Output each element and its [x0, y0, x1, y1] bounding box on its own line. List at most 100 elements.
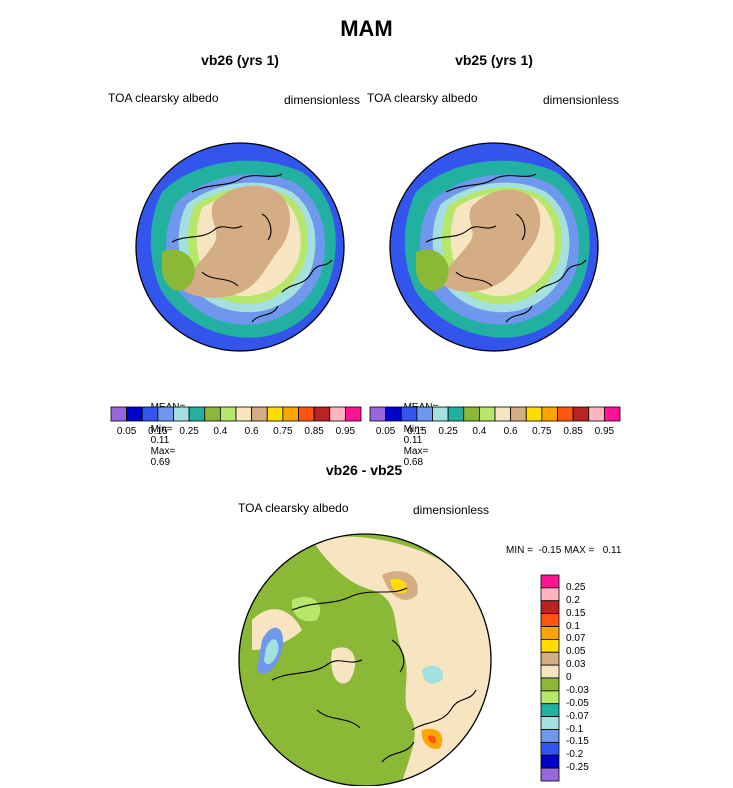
panel-1-title: vb26 (yrs 1) — [201, 52, 279, 68]
colorbar-swatch — [541, 406, 558, 422]
colorbar-swatch — [282, 406, 299, 422]
diff-polar-map — [238, 533, 492, 786]
colorbar-tick-label: 0.15 — [566, 607, 586, 619]
map-border — [389, 142, 599, 352]
coastlines — [171, 173, 333, 323]
max-label: Max= — [403, 446, 429, 457]
panel-2-field-label: TOA clearsky albedo — [367, 91, 478, 105]
colorbar-swatch — [219, 406, 237, 422]
diff-colorbar — [540, 574, 560, 782]
colorbar-swatch — [540, 626, 560, 640]
colorbar-swatch — [369, 406, 387, 422]
colorbar-swatch — [525, 406, 543, 422]
colorbar-tick-label: -0.05 — [566, 697, 589, 709]
colorbar-tick-label: 0.25 — [566, 581, 586, 593]
colorbar-tick-label: -0.07 — [566, 710, 589, 722]
colorbar-swatch — [400, 406, 418, 422]
colorbar-swatch — [126, 406, 143, 422]
colorbar-tick-label: -0.25 — [566, 762, 589, 774]
diff-minmax: MIN = -0.15 MAX = 0.11 — [506, 545, 622, 556]
colorbar-tick-label: 0.75 — [532, 426, 552, 437]
colorbar-swatch — [572, 406, 590, 422]
colorbar-swatch — [494, 406, 512, 422]
panel-1-field-label: TOA clearsky albedo — [108, 91, 219, 105]
colorbar-tick-label: -0.03 — [566, 684, 589, 696]
max-value: 0.69 — [150, 457, 171, 468]
colorbar-swatch — [141, 406, 159, 422]
diff-panel-units: dimensionless — [413, 503, 490, 517]
colorbar-swatch — [188, 406, 206, 422]
max-label: Max= — [150, 446, 176, 457]
colorbar-tick-label: -0.1 — [566, 723, 584, 735]
panel-2-colorbar-ticks: 0.05 0.15 0.25 0.4 0.6 0.75 0.85 0.95 — [369, 426, 621, 440]
colorbar-swatch — [540, 638, 560, 653]
colorbar-tick-label: -0.2 — [566, 749, 584, 761]
colorbar-swatch — [540, 600, 560, 615]
colorbar-swatch — [385, 406, 402, 422]
colorbar-tick-label: 0.07 — [566, 633, 586, 645]
min-label: Min= — [150, 424, 173, 435]
colorbar-swatch — [251, 406, 268, 422]
panel-2-polar-map — [389, 142, 599, 352]
colorbar-tick-label: 0.2 — [566, 594, 580, 606]
colorbar-swatch — [540, 664, 560, 679]
colorbar-tick-label: 0.4 — [213, 426, 228, 437]
panel-1-colorbar-ticks: 0.05 0.15 0.25 0.4 0.6 0.75 0.85 0.95 — [110, 426, 362, 440]
min-value: 0.11 — [150, 435, 170, 446]
panel-2-units: dimensionless — [543, 93, 620, 107]
colorbar-tick-label: 0.03 — [566, 659, 586, 671]
colorbar-swatch — [463, 406, 480, 422]
colorbar-swatch — [329, 406, 346, 422]
colorbar-tick-label: 0.6 — [244, 426, 259, 437]
diff-colorbar-ticks: 0.25 0.2 0.15 0.1 0.07 0.05 0.03 0 -0.03 -0.05 -0.… — [566, 574, 606, 782]
colorbar-tick-label: 0.15 — [407, 426, 427, 437]
colorbar-tick-label: 0.95 — [335, 426, 356, 437]
colorbar-tick-label: 0.85 — [304, 426, 324, 437]
colorbar-swatch — [540, 690, 560, 705]
colorbar-swatch — [540, 651, 560, 666]
colorbar-swatch — [313, 406, 331, 422]
colorbar-swatch — [540, 574, 560, 589]
colorbar-swatch — [540, 703, 560, 718]
colorbar-swatch — [540, 716, 560, 730]
colorbar-tick-label: 0.95 — [594, 426, 615, 437]
map-border — [135, 142, 345, 352]
colorbar-swatch — [344, 406, 362, 422]
colorbar-tick-label: 0.05 — [375, 426, 396, 437]
colorbar-tick-label: 0.15 — [148, 426, 168, 437]
panel-1-polar-map — [135, 142, 345, 352]
colorbar-tick-label: 0.25 — [438, 426, 458, 437]
colorbar-swatch — [173, 406, 190, 422]
coastlines — [271, 587, 477, 763]
colorbar-tick-label: 0.25 — [179, 426, 199, 437]
panel-2-colorbar — [369, 406, 621, 422]
map-border — [238, 533, 492, 786]
colorbar-tick-label: 0.6 — [503, 426, 518, 437]
colorbar-swatch — [478, 406, 496, 422]
colorbar-swatch — [110, 406, 128, 422]
colorbar-swatch — [298, 406, 315, 422]
min-label: Min= — [403, 424, 426, 435]
colorbar-swatch — [540, 613, 560, 627]
colorbar-swatch — [266, 406, 284, 422]
colorbar-swatch — [540, 677, 560, 692]
colorbar-tick-label: 0.75 — [273, 426, 293, 437]
colorbar-swatch — [588, 406, 605, 422]
colorbar-swatch — [540, 754, 560, 769]
colorbar-swatch — [540, 729, 560, 743]
panel-2-title: vb25 (yrs 1) — [455, 52, 533, 68]
colorbar-tick-label: 0.1 — [566, 620, 580, 632]
colorbar-swatch — [204, 406, 221, 422]
colorbar-swatch — [557, 406, 574, 422]
colorbar-tick-label: -0.15 — [566, 736, 589, 748]
colorbar-tick-label: 0.4 — [472, 426, 487, 437]
colorbar-swatch — [416, 406, 433, 422]
colorbar-swatch — [235, 406, 253, 422]
colorbar-swatch — [157, 406, 174, 422]
colorbar-swatch — [540, 587, 560, 602]
panel-1-units: dimensionless — [284, 93, 361, 107]
colorbar-swatch — [510, 406, 527, 422]
colorbar-swatch — [432, 406, 449, 422]
diff-panel-title: vb26 - vb25 — [325, 462, 403, 478]
panel-1-colorbar — [110, 406, 362, 422]
